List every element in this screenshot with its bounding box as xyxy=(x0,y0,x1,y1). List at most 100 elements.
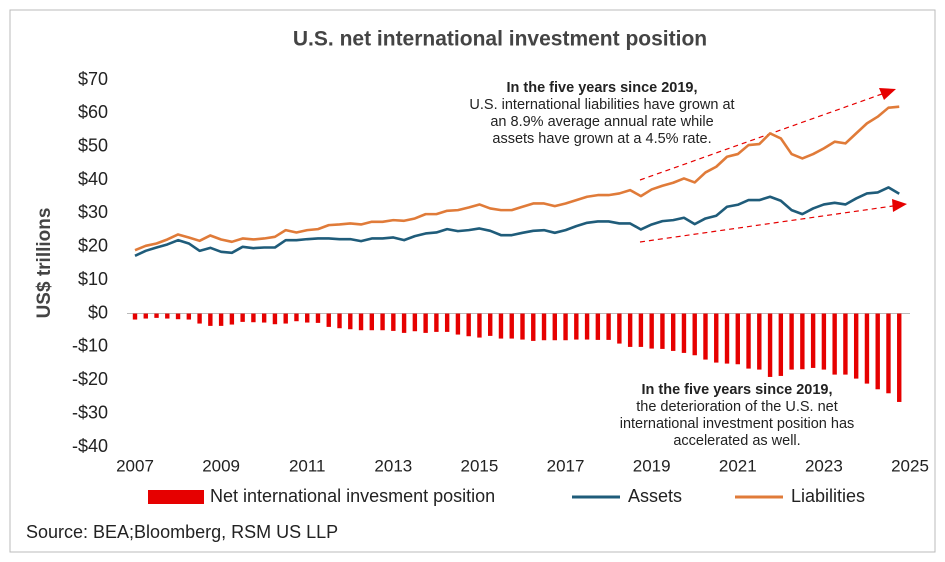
bar xyxy=(358,313,364,331)
bar xyxy=(369,313,375,331)
chart-title: U.S. net international investment positi… xyxy=(293,28,707,51)
line-1 xyxy=(134,186,900,258)
bar xyxy=(434,313,439,332)
annotation: assets have grown at a 4.5% rate. xyxy=(492,131,711,147)
bar xyxy=(670,313,676,351)
y-tick-label: $40 xyxy=(78,169,108,189)
bar xyxy=(703,313,708,360)
bar xyxy=(197,313,202,324)
bar xyxy=(305,313,310,323)
bar xyxy=(681,313,687,353)
x-tick-label: 2019 xyxy=(633,456,671,475)
bar xyxy=(638,313,644,347)
bar xyxy=(337,313,342,329)
bar xyxy=(563,313,568,341)
bar xyxy=(649,313,654,349)
x-tick-label: 2025 xyxy=(891,456,929,475)
y-tick-label: $60 xyxy=(78,102,108,122)
y-tick-label: $10 xyxy=(78,269,108,289)
bar xyxy=(832,313,837,375)
bar xyxy=(326,313,331,327)
bar xyxy=(294,313,299,322)
bar xyxy=(186,313,192,320)
bar xyxy=(240,313,245,322)
bar xyxy=(789,313,794,370)
legend-swatch xyxy=(148,490,204,504)
bar xyxy=(143,313,148,319)
legend-label: Net international invesment position xyxy=(210,486,495,506)
annotation: U.S. international liabilities have grow… xyxy=(469,97,734,113)
y-tick-label: -$40 xyxy=(72,436,108,456)
bar xyxy=(261,313,267,323)
x-tick-label: 2023 xyxy=(805,456,843,475)
bar xyxy=(606,313,611,340)
bar xyxy=(412,313,418,332)
bar xyxy=(348,313,353,330)
annotation: accelerated as well. xyxy=(673,433,800,449)
bar xyxy=(488,313,493,336)
annotation: international investment position has xyxy=(620,416,855,432)
bar xyxy=(477,313,482,338)
bar xyxy=(380,313,385,331)
bar xyxy=(552,313,557,341)
bar xyxy=(627,313,633,347)
bar xyxy=(810,313,816,368)
bar xyxy=(541,313,547,341)
y-tick-label: $20 xyxy=(78,236,108,256)
x-tick-label: 2011 xyxy=(289,456,326,475)
bar xyxy=(531,313,536,341)
bar xyxy=(520,313,525,340)
bar xyxy=(584,313,590,340)
bar xyxy=(466,313,471,337)
bar xyxy=(391,313,396,331)
bar xyxy=(617,313,622,344)
bar xyxy=(757,313,762,370)
bar xyxy=(574,313,579,340)
bar xyxy=(800,313,805,370)
y-tick-label: -$20 xyxy=(72,369,108,389)
annotation: In the five years since 2019, xyxy=(506,80,697,96)
y-tick-label: -$10 xyxy=(72,336,108,356)
chart-frame xyxy=(9,9,936,553)
bar xyxy=(843,313,848,375)
bar xyxy=(897,313,902,402)
y-tick-label: $50 xyxy=(78,135,108,155)
bar xyxy=(660,313,665,349)
x-tick-label: 2009 xyxy=(202,456,240,475)
x-tick-label: 2017 xyxy=(547,456,585,475)
y-tick-label: $30 xyxy=(78,202,108,222)
bar xyxy=(283,313,288,324)
trend-arrows xyxy=(639,88,907,243)
arrow-line xyxy=(639,205,894,243)
arrow-head xyxy=(879,88,896,100)
bar xyxy=(853,313,859,379)
bar xyxy=(218,313,224,326)
bar xyxy=(767,313,773,377)
bar xyxy=(272,313,278,325)
line-2 xyxy=(134,105,900,252)
bar xyxy=(778,313,784,376)
bar xyxy=(423,313,428,333)
legend-label: Liabilities xyxy=(791,486,865,506)
bar xyxy=(154,313,159,318)
bar xyxy=(175,313,181,320)
bar xyxy=(595,313,601,340)
bar xyxy=(165,313,170,319)
bar xyxy=(132,313,138,320)
y-axis-label: US$ trillions xyxy=(34,208,55,319)
source: Source: BEA;Bloomberg, RSM US LLP xyxy=(26,522,338,542)
bar xyxy=(724,313,730,364)
bar xyxy=(455,313,461,335)
bar xyxy=(692,313,697,356)
y-tick-label: -$30 xyxy=(72,402,108,422)
annotation: In the five years since 2019, xyxy=(641,382,832,398)
x-tick-label: 2007 xyxy=(116,456,154,475)
bar xyxy=(251,313,256,323)
y-tick-label: $70 xyxy=(78,69,108,89)
x-tick-label: 2021 xyxy=(719,456,757,475)
bar xyxy=(509,313,514,339)
bar xyxy=(714,313,719,363)
bar xyxy=(208,313,213,326)
